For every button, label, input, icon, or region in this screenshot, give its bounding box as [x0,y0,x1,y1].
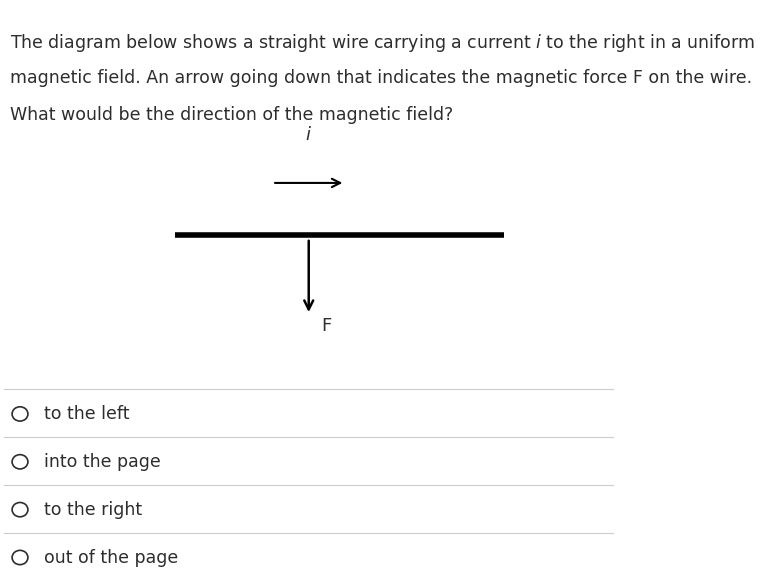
Text: to the right: to the right [44,500,142,519]
Text: to the left: to the left [44,405,130,423]
Text: $i$: $i$ [305,127,312,144]
Text: F: F [321,316,332,335]
Text: out of the page: out of the page [44,548,178,567]
Text: magnetic field. An arrow going down that indicates the magnetic force F on the w: magnetic field. An arrow going down that… [10,69,752,87]
Text: into the page: into the page [44,453,160,471]
Text: What would be the direction of the magnetic field?: What would be the direction of the magne… [10,107,453,124]
Text: The diagram below shows a straight wire carrying a current $i$ to the right in a: The diagram below shows a straight wire … [10,32,756,54]
